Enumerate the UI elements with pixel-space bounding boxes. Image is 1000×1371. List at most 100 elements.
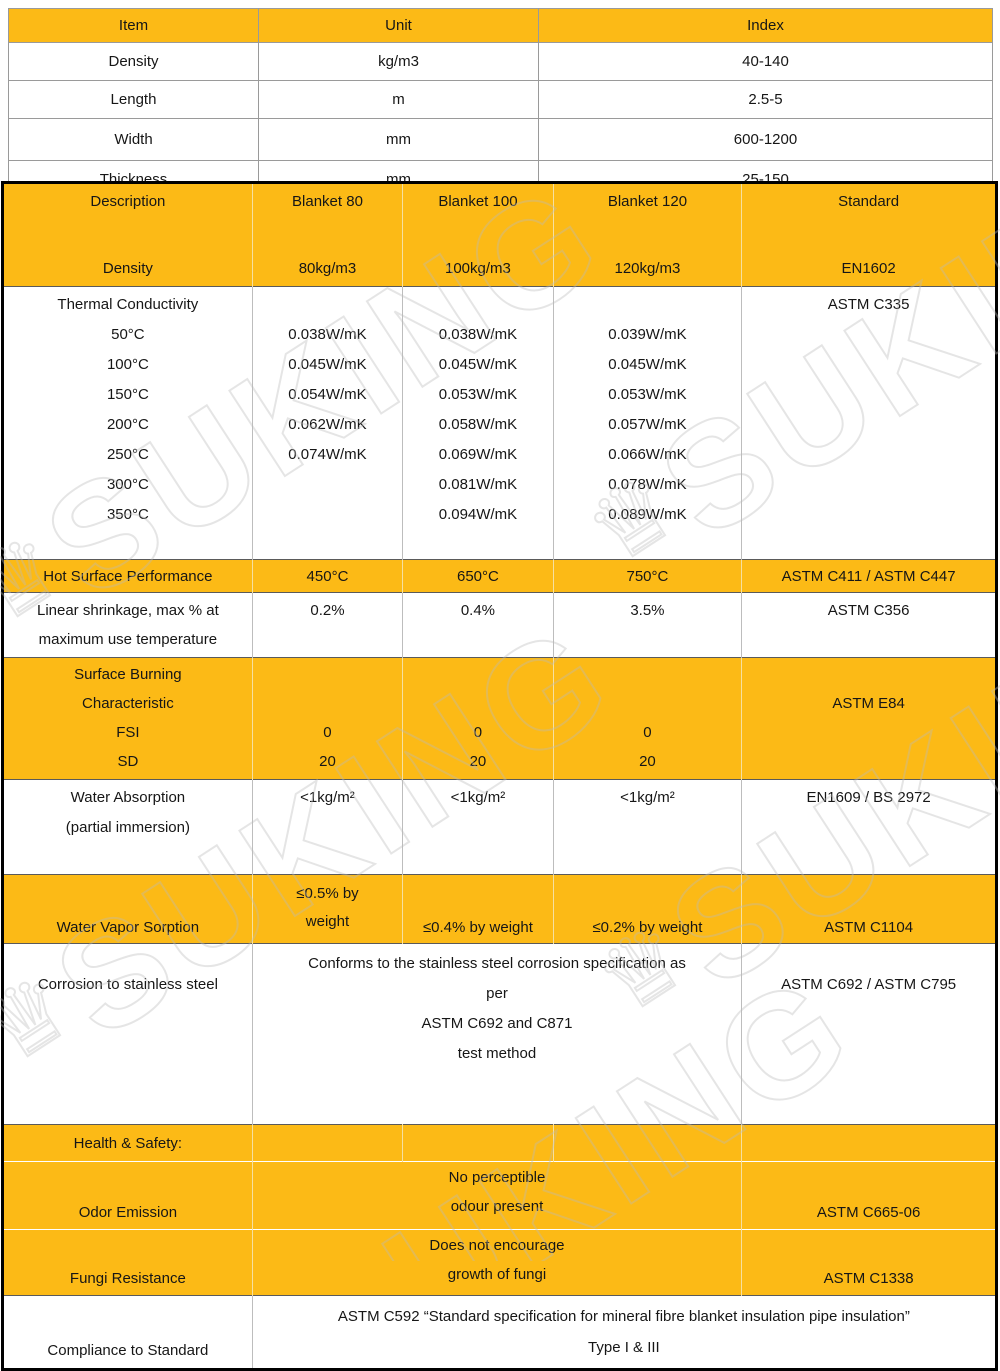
burning-label-line2: Characteristic [82, 695, 174, 712]
burning-b80-values: 0 20 [251, 657, 404, 780]
spacer [404, 689, 551, 718]
empty-cell [402, 1124, 554, 1162]
burning-b100-values: 0 20 [402, 657, 554, 780]
thermal-b100-value: 0.094W/mK [438, 506, 518, 523]
thermal-b120-value: 0.078W/mK [608, 476, 687, 493]
linear-shrinkage-row: Linear shrinkage, max % at maximum use t… [2, 592, 997, 658]
linear-shrinkage-label: Linear shrinkage, max % at maximum use t… [2, 592, 253, 658]
odor-standard: ASTM C665-06 [741, 1161, 997, 1230]
compliance-row: Compliance to Standard ASTM C592 “Standa… [2, 1295, 998, 1370]
absorption-b100: <1kg/m² [402, 779, 554, 875]
density-b100: 100kg/m3 [402, 251, 554, 287]
hot-surface-b100: 650°C [402, 559, 554, 593]
sd-label: SD [117, 753, 139, 770]
odor-emission-row: Odor Emission No perceptible odour prese… [2, 1161, 997, 1230]
density-b120: 120kg/m3 [552, 251, 743, 287]
empty-cell [741, 1124, 997, 1162]
perf-header-description: Description [2, 182, 253, 251]
thermal-b80-value: 0.038W/mK [288, 326, 367, 343]
odor-statement: No perceptible odour present [251, 1161, 743, 1230]
hot-surface-label: Hot Surface Performance [2, 559, 253, 593]
thermal-temp: 350°C [106, 506, 149, 523]
thermal-b100-value: 0.069W/mK [438, 446, 518, 463]
sd-b80: 20 [319, 753, 336, 770]
spec-density-item: Density [8, 42, 259, 81]
thermal-b80-value: 0.062W/mK [288, 416, 367, 433]
spec-header-index: Index [538, 8, 993, 43]
thermal-temp: 100°C [106, 356, 149, 373]
thermal-conductivity-section: Thermal Conductivity 50°C 100°C 150°C 20… [2, 286, 997, 560]
linear-label-line1: Linear shrinkage, max % at [36, 602, 219, 619]
thermal-b100-value: 0.045W/mK [438, 356, 518, 373]
burning-standard: ASTM E84 [832, 695, 905, 712]
absorption-label-line2: (partial immersion) [65, 819, 190, 836]
absorption-standard: EN1609 / BS 2972 [806, 789, 931, 806]
spacer [254, 689, 401, 718]
health-safety-row: Health & Safety: [2, 1124, 997, 1162]
density-b80: 80kg/m3 [251, 251, 404, 287]
thermal-b120-value: 0.066W/mK [608, 446, 687, 463]
fungi-line1: Does not encourage [429, 1237, 565, 1254]
vapor-b80-line1: ≤0.5% by [296, 885, 359, 902]
fungi-standard: ASTM C1338 [741, 1229, 997, 1296]
absorption-b120-value: <1kg/m² [620, 789, 675, 806]
linear-standard: ASTM C356 [827, 602, 910, 619]
thermal-b80-value [254, 470, 401, 500]
fsi-b120: 0 [643, 724, 652, 741]
vapor-b80-line2: weight [305, 913, 350, 930]
spec-table: Item Unit Index Density kg/m3 40-140 Len… [8, 8, 993, 199]
sd-b100: 20 [469, 753, 487, 770]
linear-b100-value: 0.4% [460, 602, 496, 619]
empty-cell [552, 1124, 743, 1162]
fungi-resistance-row: Fungi Resistance Does not encourage grow… [2, 1229, 997, 1296]
thermal-temp: 150°C [106, 386, 149, 403]
thermal-b80-value: 0.045W/mK [288, 356, 367, 373]
spacer [404, 660, 551, 689]
thermal-b100-value: 0.053W/mK [438, 386, 518, 403]
thermal-b120-value: 0.045W/mK [608, 356, 687, 373]
performance-table: Description Blanket 80 Blanket 100 Blank… [1, 181, 998, 1371]
thermal-b80-value: 0.054W/mK [288, 386, 367, 403]
absorption-b120: <1kg/m² [552, 779, 743, 875]
linear-label-line2: maximum use temperature [38, 631, 218, 648]
spec-length-index: 2.5-5 [538, 80, 993, 119]
thermal-b80-value: 0.074W/mK [288, 446, 367, 463]
fsi-b100: 0 [473, 724, 483, 741]
hot-surface-b80: 450°C [251, 559, 404, 593]
hot-surface-b120: 750°C [552, 559, 743, 593]
perf-header-blanket80: Blanket 80 [251, 182, 404, 251]
thermal-b100-value: 0.058W/mK [438, 416, 518, 433]
spacer [555, 689, 741, 718]
spec-width-index: 600-1200 [538, 118, 993, 161]
vapor-label: Water Vapor Sorption [2, 874, 253, 944]
compliance-line1: ASTM C592 “Standard specification for mi… [337, 1308, 910, 1325]
spacer [743, 660, 994, 689]
thermal-b120-values: 0.039W/mK 0.045W/mK 0.053W/mK 0.057W/mK … [552, 286, 743, 560]
spec-length-unit: m [258, 80, 539, 119]
linear-b100: 0.4% [402, 592, 554, 658]
spec-width-unit: mm [258, 118, 539, 161]
thermal-b100-values: 0.038W/mK 0.045W/mK 0.053W/mK 0.058W/mK … [402, 286, 554, 560]
thermal-title: Thermal Conductivity [57, 296, 199, 313]
surface-burning-section: Surface Burning Characteristic FSI SD 0 … [2, 657, 997, 780]
density-label: Density [2, 251, 253, 287]
spacer [254, 290, 401, 320]
perf-header-blanket100: Blanket 100 [402, 182, 554, 251]
thermal-standard-cell: ASTM C335 [741, 286, 997, 560]
fungi-line2: growth of fungi [447, 1266, 547, 1283]
linear-standard-cell: ASTM C356 [741, 592, 997, 658]
thermal-temp: 250°C [106, 446, 149, 463]
corrosion-label: Corrosion to stainless steel [2, 943, 253, 1125]
vapor-b100: ≤0.4% by weight [402, 874, 554, 944]
thermal-standard: ASTM C335 [827, 296, 910, 313]
spec-row-length: Length m 2.5-5 [8, 80, 993, 119]
perf-header-row: Description Blanket 80 Blanket 100 Blank… [2, 182, 997, 251]
thermal-labels: Thermal Conductivity 50°C 100°C 150°C 20… [2, 286, 253, 560]
spec-density-unit: kg/m3 [258, 42, 539, 81]
corrosion-line2: per [486, 985, 508, 1002]
absorption-b80-value: <1kg/m² [300, 789, 355, 806]
corrosion-statement: Conforms to the stainless steel corrosio… [251, 943, 743, 1125]
hot-surface-row: Hot Surface Performance 450°C 650°C 750°… [2, 559, 997, 593]
hot-surface-standard: ASTM C411 / ASTM C447 [741, 559, 997, 593]
thermal-b100-value: 0.081W/mK [438, 476, 518, 493]
